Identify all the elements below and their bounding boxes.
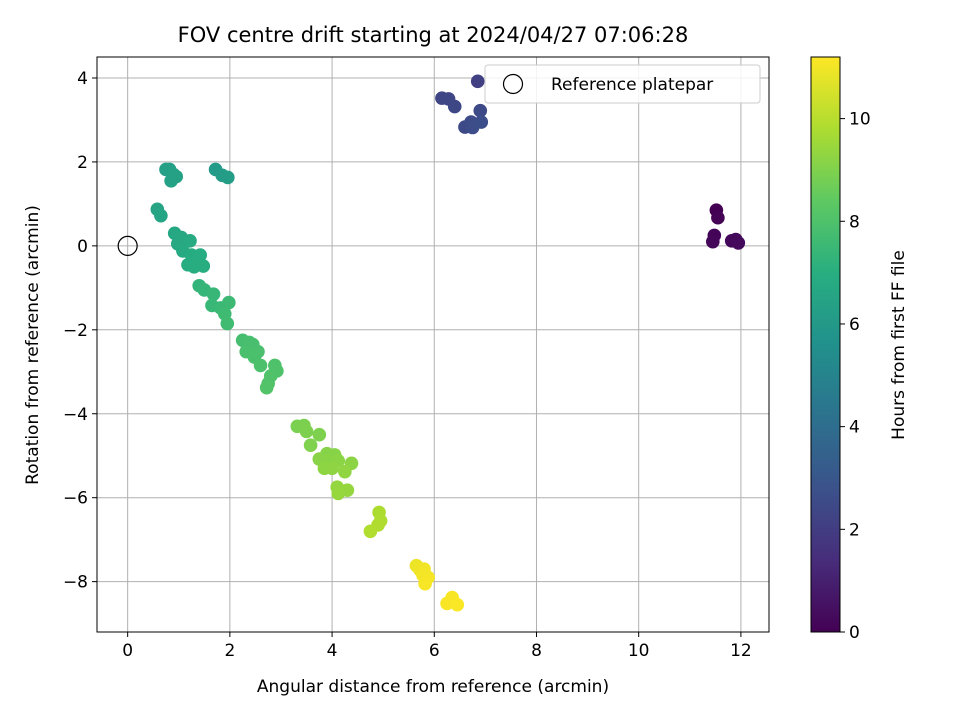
x-tick-label: 10 [628, 641, 650, 661]
data-point [220, 316, 235, 331]
colorbar-label: Hours from first FF file [889, 250, 909, 440]
data-point [363, 524, 378, 539]
data-point [299, 424, 314, 439]
colorbar-ticks: 0 2 4 6 8 10 [840, 110, 871, 643]
legend-reference-marker [502, 73, 524, 95]
colorbar-tick-label: 0 [849, 623, 860, 643]
data-point [259, 380, 274, 395]
data-point [303, 438, 318, 453]
legend-label: Reference platepar [551, 75, 713, 95]
data-points [117, 74, 746, 612]
data-point [183, 234, 197, 248]
y-axis-ticks: −8 −6 −4 −2 0 2 4 [63, 69, 97, 593]
data-point [338, 464, 352, 479]
colorbar-tick-label: 8 [849, 212, 860, 232]
colorbar-tick-label: 4 [849, 418, 860, 438]
y-tick-label: 2 [77, 153, 88, 173]
data-point [705, 234, 720, 249]
data-point [206, 287, 221, 301]
data-point [154, 208, 168, 223]
x-tick-label: 6 [429, 641, 440, 661]
data-point [447, 99, 462, 114]
data-point [450, 597, 465, 612]
data-point [731, 236, 746, 250]
x-tick-label: 4 [327, 641, 338, 661]
data-point [187, 260, 201, 274]
y-axis-label: Rotation from reference (arcmin) [23, 205, 43, 485]
y-tick-label: −2 [63, 321, 88, 341]
y-tick-label: −4 [63, 405, 88, 425]
chart-title: FOV centre drift starting at 2024/04/27 … [178, 23, 689, 47]
data-point [470, 74, 485, 89]
data-point [221, 170, 235, 185]
data-point [331, 486, 346, 501]
legend: Reference platepar [484, 64, 761, 104]
data-point [473, 103, 488, 118]
colorbar-tick-label: 10 [849, 110, 871, 130]
colorbar: 0 2 4 6 8 10 Hours from first FF file [810, 56, 909, 643]
x-tick-label: 2 [224, 641, 235, 661]
x-tick-label: 12 [730, 641, 752, 661]
data-point [325, 461, 339, 476]
data-point [164, 174, 178, 188]
legend-frame [484, 64, 761, 104]
data-point [711, 210, 725, 225]
grid-lines [97, 57, 769, 632]
x-tick-label: 8 [531, 641, 542, 661]
y-tick-label: −8 [63, 573, 88, 593]
plot-area [96, 56, 770, 633]
x-tick-label: 0 [122, 641, 133, 661]
data-point [253, 358, 268, 373]
y-tick-label: −6 [63, 489, 88, 509]
data-point [418, 576, 432, 591]
reference-point [117, 235, 138, 256]
colorbar-gradient [810, 56, 841, 633]
colorbar-tick-label: 2 [849, 520, 860, 540]
x-axis-ticks: 0 2 4 6 8 10 12 [122, 632, 752, 661]
x-axis-label: Angular distance from reference (arcmin) [257, 677, 609, 697]
y-tick-label: 4 [77, 69, 88, 89]
data-point [312, 427, 327, 442]
data-point [440, 596, 454, 611]
colorbar-tick-label: 6 [849, 315, 860, 335]
data-point [222, 295, 236, 310]
y-tick-label: 0 [77, 237, 88, 257]
data-point [474, 115, 489, 129]
